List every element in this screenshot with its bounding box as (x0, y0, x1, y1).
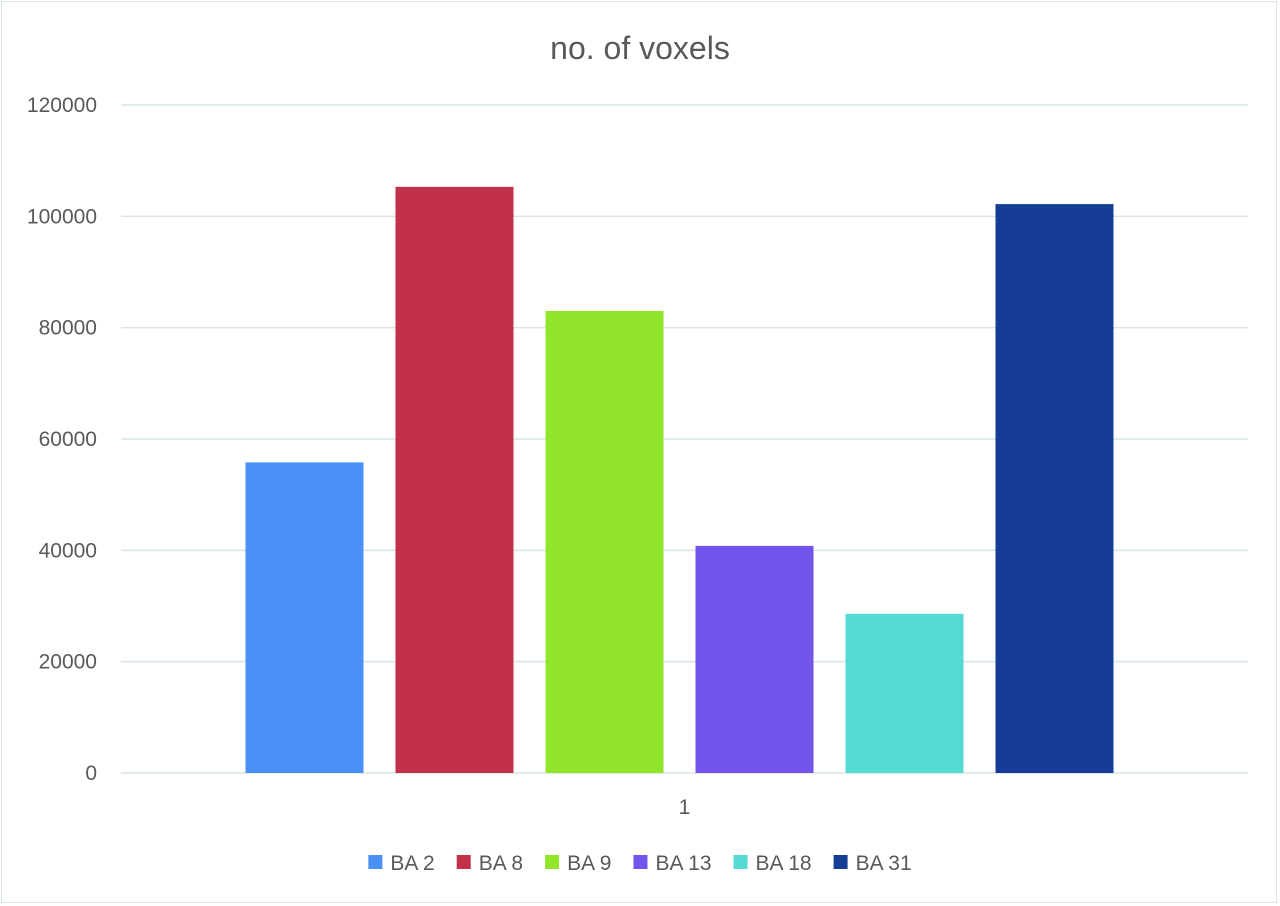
legend-label: BA 13 (655, 852, 711, 875)
bar-ba-2 (245, 462, 364, 773)
legend-swatch (633, 855, 648, 869)
legend-item: BA 31 (833, 852, 912, 875)
legend-item: BA 9 (545, 852, 611, 875)
y-axis-ticks: 0 20000 40000 60000 80000 100000 120000 (27, 94, 97, 785)
bars (245, 186, 1114, 773)
chart-title: no. of voxels (550, 30, 730, 66)
y-tick-label: 20000 (39, 651, 97, 674)
x-axis-ticks: 1 (679, 796, 691, 819)
legend-label: BA 31 (856, 852, 912, 875)
legend-swatch (833, 855, 848, 869)
legend-label: BA 18 (756, 852, 812, 875)
legend-swatch (733, 855, 748, 869)
legend-swatch (368, 855, 383, 869)
bar-ba-8 (395, 186, 514, 773)
bar-ba-31 (995, 204, 1114, 773)
legend-swatch (545, 855, 560, 869)
bar-ba-9 (545, 310, 664, 773)
y-tick-label: 60000 (39, 428, 97, 451)
legend: BA 2 BA 8 BA 9 BA 13 BA 18 BA 31 (368, 852, 912, 875)
bar-ba-13 (695, 545, 814, 773)
y-tick-label: 100000 (27, 205, 97, 228)
legend-item: BA 8 (456, 852, 523, 875)
legend-swatch (456, 855, 471, 869)
legend-label: BA 8 (479, 852, 523, 875)
y-tick-label: 40000 (39, 539, 97, 562)
legend-label: BA 2 (390, 852, 434, 875)
x-tick-label: 1 (679, 796, 691, 819)
legend-label: BA 9 (567, 852, 611, 875)
legend-item: BA 13 (633, 852, 712, 875)
y-tick-label: 120000 (27, 94, 97, 117)
bar-ba-18 (845, 613, 964, 773)
legend-item: BA 18 (733, 852, 812, 875)
y-tick-label: 80000 (39, 317, 97, 340)
y-tick-label: 0 (85, 762, 97, 785)
legend-item: BA 2 (368, 852, 435, 875)
